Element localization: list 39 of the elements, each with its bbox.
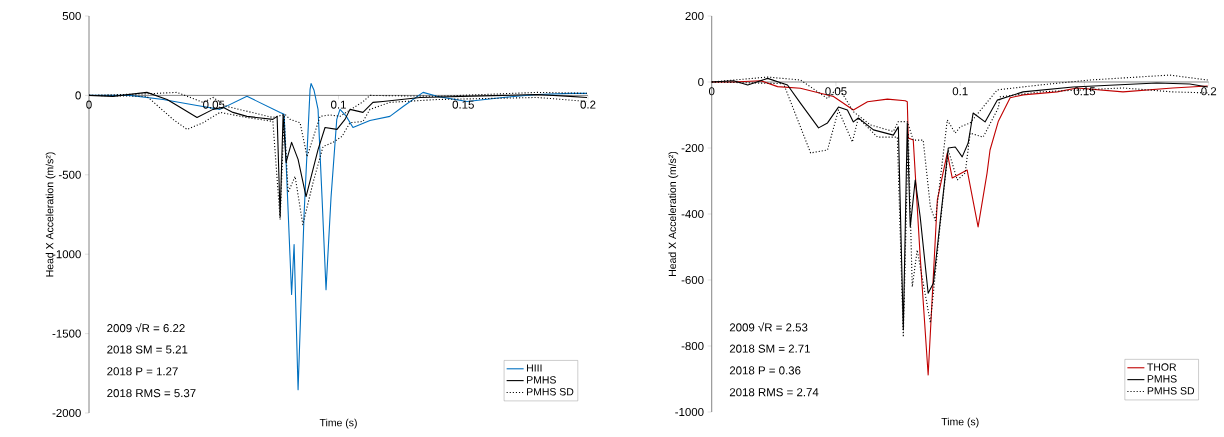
y-tick-label: -400 [681, 209, 704, 219]
y-tick-label: -500 [58, 170, 81, 179]
annotation: 2018 RMS = 2.74 [729, 388, 819, 397]
x-axis-title: Time (s) [319, 418, 357, 429]
annotation: 2009 √R = 6.22 [107, 323, 185, 333]
x-tick-label: 0.2 [580, 100, 596, 109]
y-tick-label: -600 [681, 275, 704, 285]
y-tick-label: -2000 [52, 408, 81, 418]
x-tick-label: 0.15 [1073, 87, 1096, 96]
annotation: 2018 SM = 2.71 [729, 344, 810, 353]
annotation: 2018 RMS = 5.37 [107, 389, 196, 398]
legend-label: PMHS [527, 376, 556, 384]
annotation: 2018 SM = 5.21 [107, 345, 188, 354]
x-tick-label: 0.05 [825, 87, 847, 96]
y-tick-label: -1500 [52, 329, 81, 338]
legend-label: HIII [527, 364, 542, 372]
legend-label: PMHS SD [1147, 387, 1195, 395]
x-tick-label: 0.15 [452, 100, 474, 109]
y-tick-label: 500 [62, 11, 81, 21]
annotation: 2009 √R = 2.53 [729, 322, 808, 332]
x-tick-label: 0.2 [1201, 87, 1217, 96]
y-tick-label: -200 [681, 143, 704, 153]
y-tick-label: -1000 [52, 250, 81, 259]
x-tick-label: 0.05 [203, 100, 225, 109]
annotation: 2018 P = 0.36 [729, 366, 801, 375]
x-axis-title: Time (s) [941, 417, 979, 428]
y-tick-label: 200 [685, 11, 704, 21]
legend-label: PMHS [1147, 375, 1177, 383]
x-tick-label: 0.1 [952, 87, 968, 96]
x-tick-label: 0 [708, 87, 715, 96]
x-tick-label: 0 [86, 100, 92, 109]
y-tick-label: 0 [698, 77, 704, 87]
y-axis-title: Head X Acceleration (m/s²) [668, 151, 679, 276]
y-tick-label: -800 [681, 341, 704, 351]
y-tick-label: -1000 [675, 407, 704, 417]
annotation: 2018 P = 1.27 [107, 367, 178, 376]
legend-label: THOR [1147, 363, 1177, 371]
x-tick-label: 0.1 [330, 100, 346, 109]
legend-label: PMHS SD [527, 388, 574, 396]
